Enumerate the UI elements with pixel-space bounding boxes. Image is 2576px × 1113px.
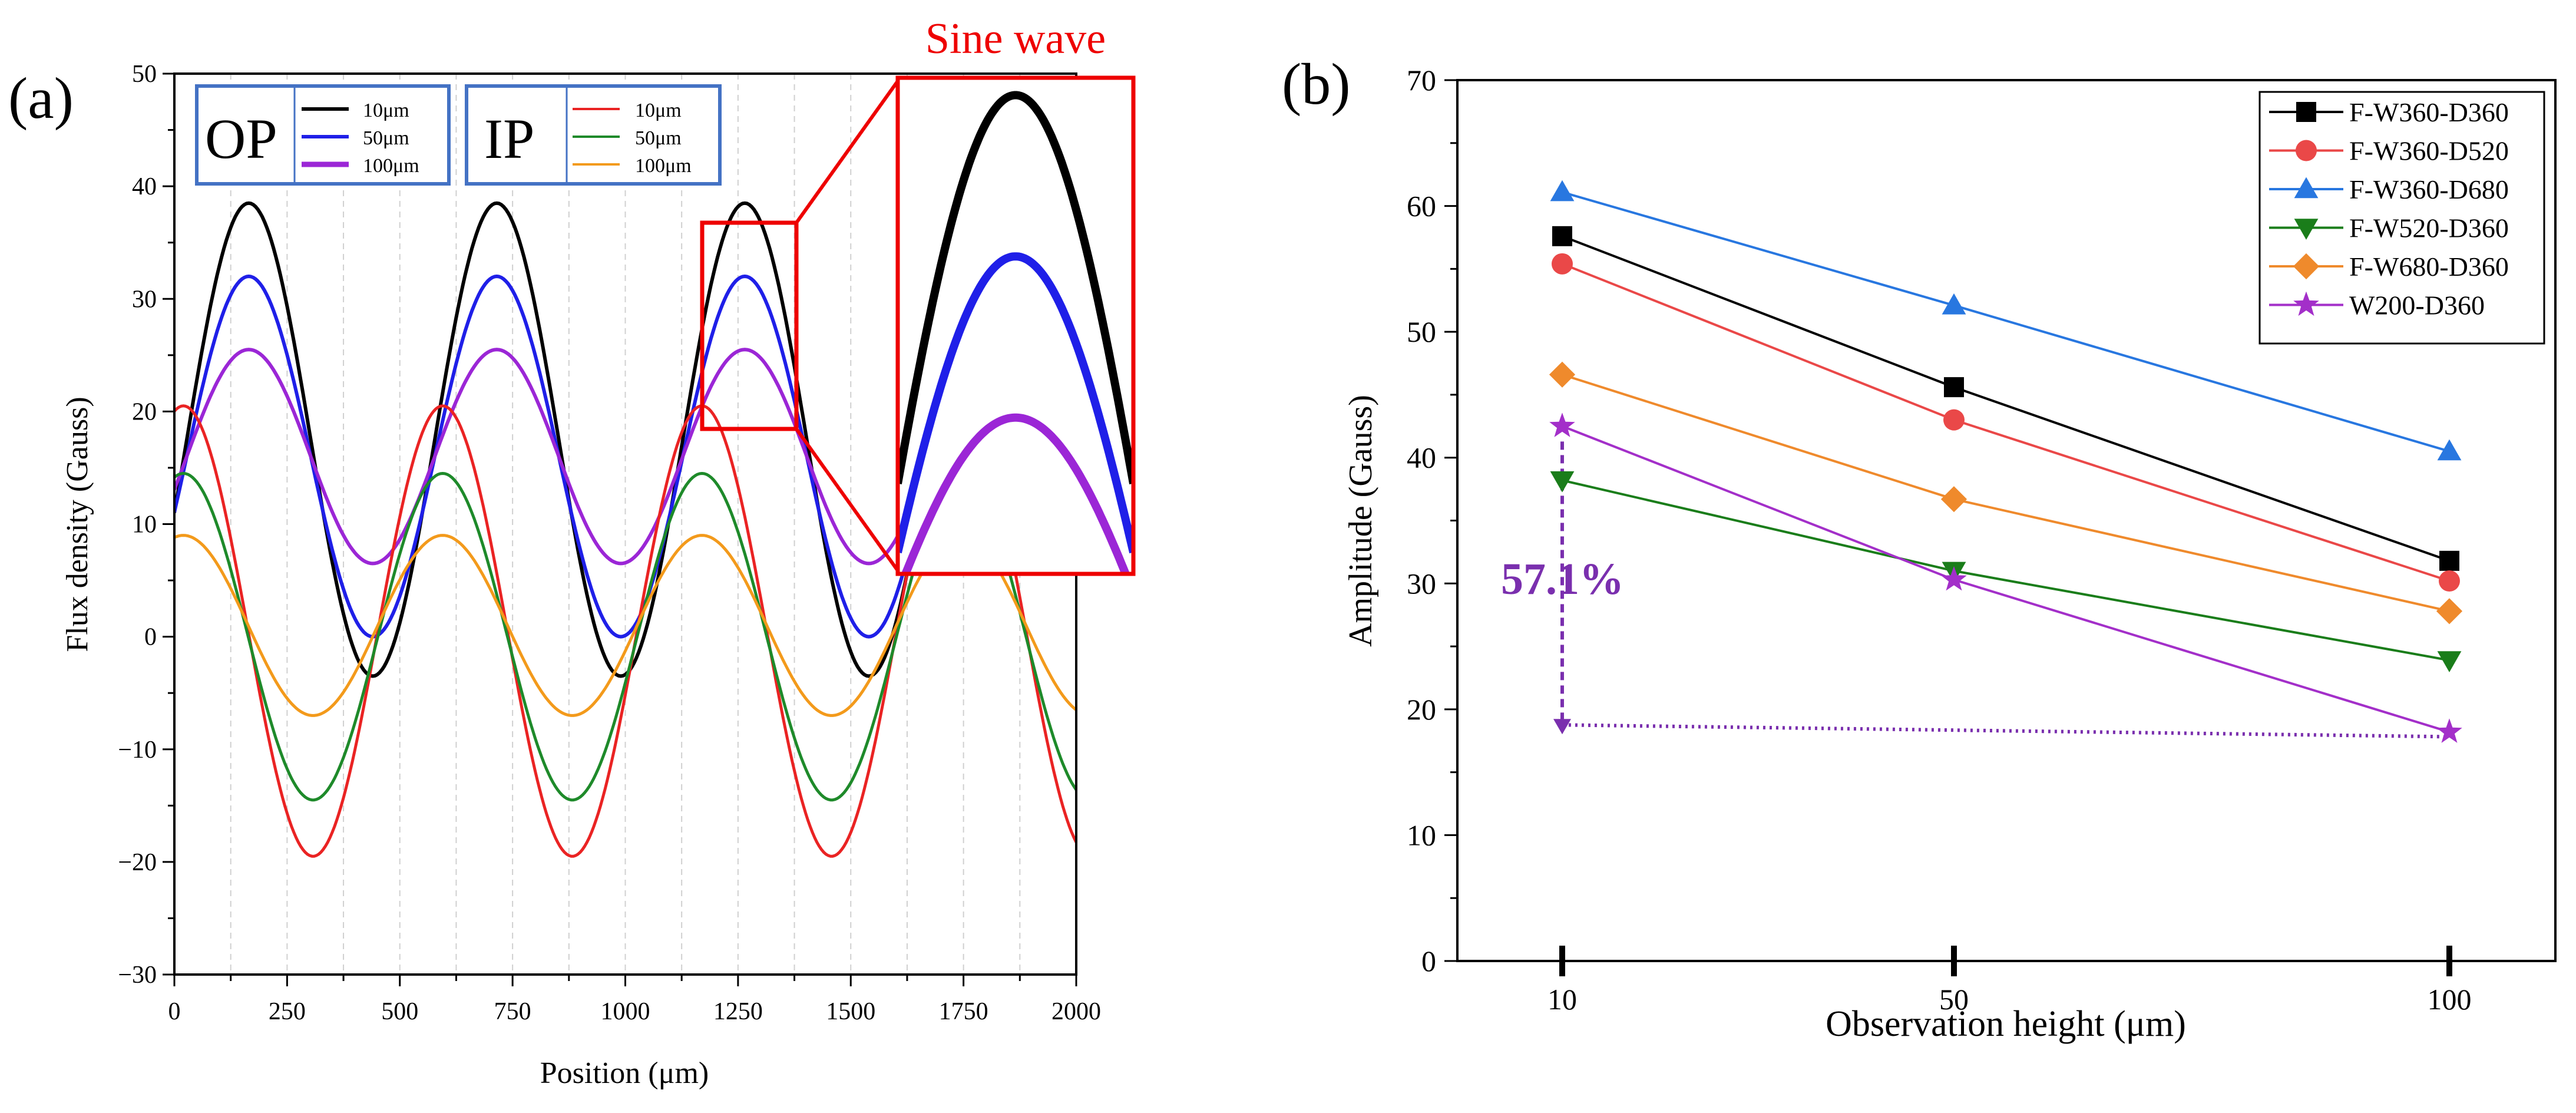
panel-a-ytick-label: 50 [132,61,157,88]
legend-ip-box [465,84,722,186]
panel-a-label: (a) [8,65,74,131]
point-f-w520-d360-100 [2437,651,2462,672]
panel-a-xtick-label: 1750 [939,998,988,1025]
panel-b-ticks: 0 10 20 30 40 50 60 70 10 50 100 [1407,64,2472,1016]
point-f-w360-d360-100 [2439,550,2459,571]
panel-a-xtick-label: 1500 [826,998,875,1025]
panel-b-xtick-label: 50 [1939,983,1969,1016]
point-w200-d360-10 [1549,412,1575,437]
panel-a-ytick-label: 40 [132,173,157,200]
legend-ip-10-label: 10μm [635,100,682,121]
panel-a-ytick-label: 30 [132,286,157,313]
legend-ip-title: IP [484,107,534,170]
inset-op-100-m [901,413,1130,574]
legend-op-50-label: 50μm [363,127,409,149]
percentage-annotation: 57.1% [1501,554,1624,604]
panel-b-ytick-label: 50 [1407,315,1436,348]
legend-marker-f-w360-d520 [2296,140,2317,161]
panel-b-ytick-label: 0 [1421,944,1436,977]
panel-a-xtick-label: 250 [269,998,306,1025]
panel-a-xtick-label: 1250 [713,998,763,1025]
inset-background [898,78,1133,574]
panel-b-annotation-group [1553,441,2444,739]
point-f-w360-d680-10 [1550,180,1575,202]
panel-b-label: (b) [1282,51,1351,117]
annotation-reference-line [1562,723,2444,739]
legend-label-w200-d360: W200-D360 [2349,290,2485,321]
panel-b-ytick-label: 20 [1407,693,1436,726]
legend-marker-f-w360-d680 [2294,177,2319,199]
panel-b-ytick-label: 30 [1407,567,1436,600]
panel-a-xtick-label: 750 [494,998,531,1025]
panel-b: (b) 0 10 20 30 40 50 60 70 10 50 100 Observation h… [1282,51,2557,1044]
zoom-connector-top [795,77,902,224]
panel-b-ytick-label: 70 [1407,64,1436,97]
point-f-w360-d360-50 [1944,377,1964,398]
legend-label-f-w520-d360: F-W520-D360 [2349,213,2509,243]
legend-label-f-w360-d360: F-W360-D360 [2349,97,2509,127]
point-f-w360-d520-100 [2439,570,2460,592]
point-f-w360-d520-10 [1552,253,1573,275]
point-f-w360-d680-50 [1942,293,1966,315]
inset-series [898,91,1133,574]
series-line-f-w680-d360 [1562,373,2450,613]
panel-a-xtick-label: 2000 [1051,998,1101,1025]
legend-label-f-w680-d360: F-W680-D360 [2349,252,2509,282]
panel-a: (a) 0 250 500 750 1000 1250 1500 1750 2000−30−20… [8,15,1136,1090]
panel-a-ytick-label: −10 [118,737,157,764]
point-f-w360-d360-10 [1552,226,1572,246]
panel-a-ytick-label: 20 [132,398,157,425]
legend-op-100-label: 100μm [363,155,419,177]
legend-op: OP 10μm 50μm 100μm [195,84,451,186]
zoom-region-box [700,220,799,431]
legend-op-title: OP [205,107,277,170]
series-line-f-w520-d360 [1562,479,2450,662]
panel-b-ytick-label: 40 [1407,441,1436,474]
panel-b-ytick-label: 60 [1407,190,1436,223]
panel-a-ytick-label: −20 [118,849,157,876]
panel-b-legend-box [2258,91,2545,345]
point-w200-d360-100 [2436,718,2462,743]
panel-b-xtick-label: 10 [1547,983,1577,1016]
panel-b-ytick-label: 10 [1407,818,1436,851]
panel-a-ylabel: Flux density (Gauss) [61,397,94,652]
point-f-w360-d520-50 [1943,409,1965,431]
inset-frame [895,75,1136,576]
panel-a-ytick-label: −30 [118,962,157,989]
legend-label-f-w360-d680: F-W360-D680 [2349,174,2509,204]
panel-b-xtick-label: 100 [2428,983,2472,1016]
panel-a-xtick-label: 0 [168,998,181,1025]
legend-label-f-w360-d520: F-W360-D520 [2349,136,2509,166]
legend-marker-f-w680-d360 [2293,253,2320,280]
panel-a-ytick-label: 0 [144,624,157,651]
legend-marker-f-w360-d360 [2296,102,2316,122]
panel-b-xlabel: Observation height (μm) [1826,1004,2186,1044]
inset-op-10-m [898,91,1133,485]
legend-ip-100-label: 100μm [635,155,692,177]
zoom-connector-bottom [795,428,902,575]
panel-a-xlabel: Position (μm) [540,1056,709,1090]
inset-op-50-m [898,252,1133,554]
legend-ip: IP 10μm 50μm 100μm [465,84,722,186]
legend-marker-w200-d360 [2293,291,2319,316]
legend-op-10-label: 10μm [363,100,409,121]
point-f-w360-d680-100 [2437,439,2462,461]
point-f-w680-d360-50 [1940,486,1967,513]
legend-marker-f-w520-d360 [2294,219,2319,240]
panel-b-legend: F-W360-D360 F-W360-D520 F-W360-D680 F-W520-… [2258,91,2545,345]
point-f-w520-d360-10 [1550,471,1575,493]
point-w200-d360-50 [1941,566,1967,591]
inset-title: Sine wave [925,15,1106,63]
panel-a-ticks: 0 250 500 750 1000 1250 1500 1750 2000 −30 −20 −10 0… [118,61,1101,1025]
point-f-w680-d360-10 [1549,361,1576,388]
panel-a-ytick-label: 10 [132,511,157,539]
point-f-w680-d360-100 [2436,598,2463,625]
panel-a-xtick-label: 500 [381,998,418,1025]
panel-b-series [1549,180,2463,743]
panel-b-ylabel: Amplitude (Gauss) [1342,395,1379,647]
legend-ip-50-label: 50μm [635,127,682,149]
panel-a-xtick-label: 1000 [601,998,650,1025]
